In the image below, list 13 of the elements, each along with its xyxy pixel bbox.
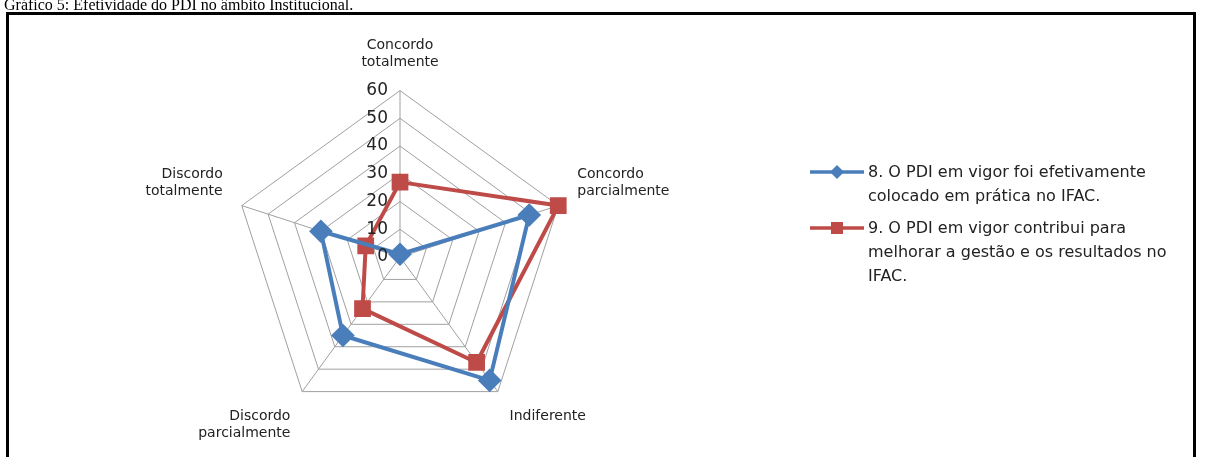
- y-tick-label: 50: [366, 106, 388, 127]
- y-tick-label: 40: [366, 134, 388, 155]
- legend-label: 9. O PDI em vigor contribui para melhorar a gestão e os resultados no IFAC.: [868, 217, 1168, 287]
- spoke-label: Discordo totalmente: [145, 164, 223, 198]
- spoke-label: Indiferente: [509, 406, 586, 423]
- legend-label: 8. O PDI em vigor foi efetivamente colocado em prática no IFAC.: [868, 161, 1147, 207]
- spoke-label: Concordo totalmente: [361, 36, 439, 69]
- y-tick-label: 20: [366, 189, 388, 210]
- y-tick-label: 60: [366, 79, 388, 100]
- spoke-label: Discordo parcialmente: [198, 406, 291, 440]
- spoke-label: Concordo parcialmente: [577, 164, 670, 198]
- y-tick-label: 30: [366, 162, 388, 183]
- y-tick-label: 0: [377, 245, 388, 266]
